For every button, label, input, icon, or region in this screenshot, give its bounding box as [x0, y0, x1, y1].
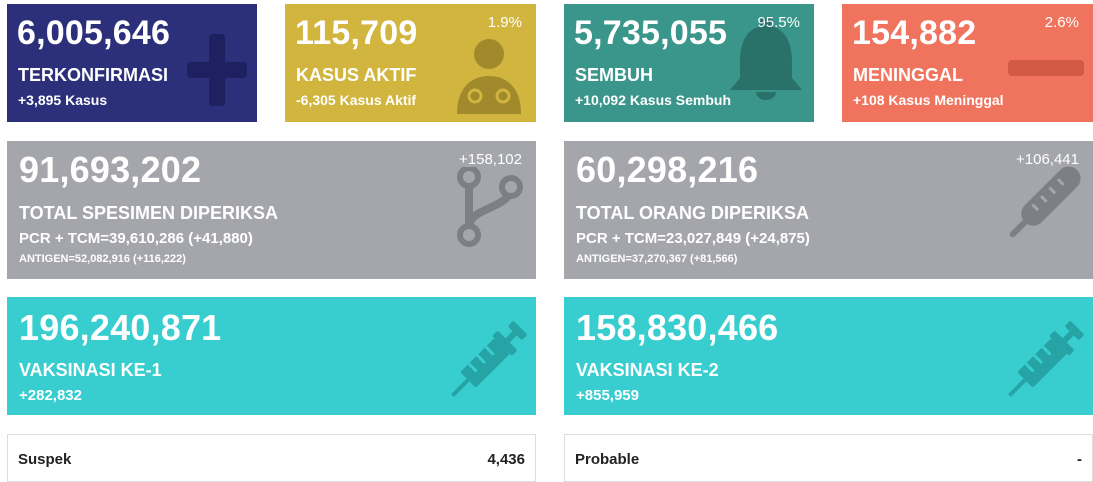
- specimens-delta: +158,102: [459, 151, 522, 168]
- confirmed-card: 6,005,646 TERKONFIRMASI +3,895 Kasus: [7, 4, 257, 122]
- vaccine-dose1-delta: +282,832: [19, 387, 82, 404]
- people-tested-count: 60,298,216: [576, 149, 759, 190]
- suspect-value: 4,436: [487, 451, 525, 468]
- confirmed-delta: +3,895 Kasus: [18, 92, 108, 108]
- vaccine-dose1-label: VAKSINASI KE-1: [19, 360, 162, 380]
- recovered-label: SEMBUH: [575, 65, 654, 85]
- specimens-antigen: ANTIGEN=52,082,916 (+116,222): [19, 253, 186, 265]
- recovered-percent: 95.5%: [757, 14, 800, 31]
- confirmed-label: TERKONFIRMASI: [18, 65, 168, 85]
- branch-icon: [457, 167, 523, 247]
- recovered-count: 5,735,055: [574, 14, 728, 52]
- people-tested-pcr: PCR + TCM=23,027,849 (+24,875): [576, 230, 810, 247]
- syringe-icon: [1008, 321, 1084, 397]
- vaccine-dose2-label: VAKSINASI KE-2: [576, 360, 719, 380]
- deaths-percent: 2.6%: [1044, 14, 1079, 31]
- vaccine-dose2-count: 158,830,466: [576, 307, 779, 348]
- people-tested-label: TOTAL ORANG DIPERIKSA: [576, 203, 810, 223]
- recovered-delta: +10,092 Kasus Sembuh: [575, 92, 732, 108]
- deaths-delta: +108 Kasus Meninggal: [853, 92, 1004, 108]
- people-tested-antigen: ANTIGEN=37,270,367 (+81,566): [576, 253, 738, 265]
- confirmed-count: 6,005,646: [17, 14, 171, 52]
- vaccine-dose2-card: 158,830,466 VAKSINASI KE-2 +855,959: [564, 297, 1093, 415]
- thermometer-icon: [1009, 166, 1081, 238]
- specimens-label: TOTAL SPESIMEN DIPERIKSA: [19, 203, 279, 223]
- bell-icon: [730, 18, 802, 100]
- people-tested-delta: +106,441: [1016, 151, 1079, 168]
- vaccine-dose1-count: 196,240,871: [19, 307, 222, 348]
- active-percent: 1.9%: [487, 14, 522, 31]
- plus-icon: [187, 34, 247, 106]
- active-count: 115,709: [295, 14, 418, 52]
- specimens-count: 91,693,202: [19, 149, 202, 190]
- suspect-label: Suspek: [18, 451, 72, 468]
- doctor-icon: [457, 39, 521, 114]
- probable-row: Probable -: [564, 434, 1093, 482]
- people-tested-card: +106,441 60,298,216 TOTAL ORANG DIPERIKS…: [564, 141, 1093, 279]
- syringe-icon: [451, 321, 527, 397]
- deaths-count: 154,882: [852, 14, 977, 52]
- specimens-pcr: PCR + TCM=39,610,286 (+41,880): [19, 230, 253, 247]
- active-delta: -6,305 Kasus Aktif: [296, 92, 417, 108]
- specimens-card: +158,102 91,693,202 TOTAL SPESIMEN DIPER…: [7, 141, 536, 279]
- probable-label: Probable: [575, 451, 640, 468]
- active-card: 1.9% 115,709 KASUS AKTIF -6,305 Kasus Ak…: [285, 4, 536, 122]
- probable-value: -: [1077, 451, 1082, 468]
- active-label: KASUS AKTIF: [296, 65, 417, 85]
- suspect-row: Suspek 4,436: [7, 434, 536, 482]
- vaccine-dose1-card: 196,240,871 VAKSINASI KE-1 +282,832: [7, 297, 536, 415]
- recovered-card: 95.5% 5,735,055 SEMBUH +10,092 Kasus Sem…: [564, 4, 814, 122]
- minus-icon: [1008, 60, 1084, 76]
- vaccine-dose2-delta: +855,959: [576, 387, 639, 404]
- deaths-label: MENINGGAL: [853, 65, 963, 85]
- deaths-card: 2.6% 154,882 MENINGGAL +108 Kasus Mening…: [842, 4, 1093, 122]
